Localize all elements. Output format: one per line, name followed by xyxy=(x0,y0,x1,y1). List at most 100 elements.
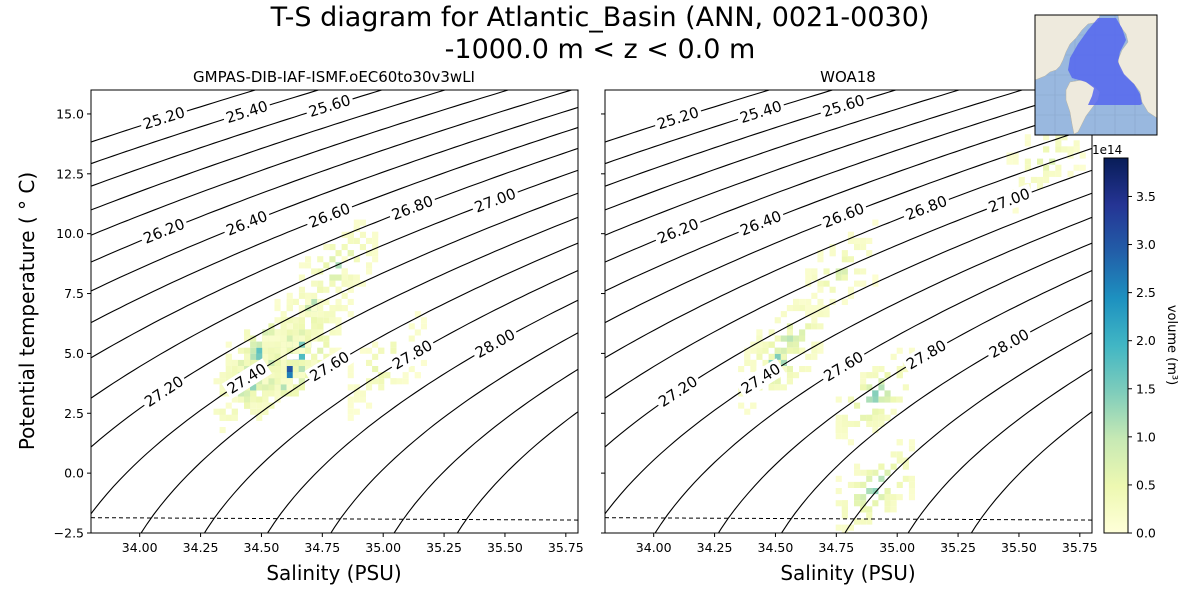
heatmap-cell xyxy=(884,390,891,397)
heatmap-cell xyxy=(359,219,366,226)
heatmap-cell xyxy=(872,500,879,507)
heatmap-cell xyxy=(219,408,226,415)
heatmap-cell xyxy=(231,414,238,421)
heatmap-cell xyxy=(1018,183,1025,190)
heatmap-cell xyxy=(823,280,830,287)
heatmap-cell xyxy=(359,231,366,238)
heatmap-cell xyxy=(268,402,275,409)
heatmap-cell xyxy=(225,353,232,360)
heatmap-cell xyxy=(286,329,293,336)
heatmap-cell xyxy=(286,347,293,354)
y-tick-label: 10.0 xyxy=(56,226,84,241)
heatmap-cell xyxy=(884,500,891,507)
heatmap-cell xyxy=(896,366,903,373)
heatmap-cell xyxy=(347,396,354,403)
left-plot-frame xyxy=(90,89,579,534)
heatmap-cell xyxy=(305,292,312,299)
x-tick-label: 35.00 xyxy=(879,540,915,555)
heatmap-cell xyxy=(280,317,287,324)
contour-label-bg xyxy=(900,190,953,225)
heatmap-cell xyxy=(835,268,842,275)
heatmap-cell xyxy=(1006,158,1013,165)
heatmap-cell xyxy=(1043,134,1050,141)
heatmap-cell xyxy=(774,378,781,385)
heatmap-cell xyxy=(908,481,915,488)
heatmap-cell xyxy=(231,396,238,403)
heatmap-cell xyxy=(793,298,800,305)
contour-label-bg xyxy=(735,96,787,128)
heatmap-cell xyxy=(231,366,238,373)
heatmap-cell xyxy=(841,256,848,263)
contour-label: 27.60 xyxy=(821,348,867,386)
heatmap-cell xyxy=(872,274,879,281)
heatmap-cell xyxy=(866,396,873,403)
freezing-line xyxy=(605,517,1092,521)
density-contour-line xyxy=(970,411,1092,533)
left-xlabel: Salinity (PSU) xyxy=(266,561,401,585)
heatmap-cell xyxy=(262,329,269,336)
heatmap-cell xyxy=(256,408,263,415)
heatmap-cell xyxy=(298,262,305,269)
heatmap-cell xyxy=(1055,170,1062,177)
colorbar-gradient xyxy=(1103,157,1129,534)
heatmap-cell xyxy=(359,280,366,287)
heatmap-cell xyxy=(756,329,763,336)
heatmap-cell xyxy=(372,231,379,238)
heatmap-cell xyxy=(280,372,287,379)
heatmap-cell xyxy=(262,402,269,409)
density-contour-line xyxy=(605,90,961,211)
heatmap-cell xyxy=(854,244,861,251)
heatmap-cell xyxy=(854,268,861,275)
heatmap-cell xyxy=(908,347,915,354)
heatmap-cell xyxy=(390,378,397,385)
heatmap-cell xyxy=(872,219,879,226)
heatmap-cell xyxy=(805,305,812,312)
heatmap-cell xyxy=(890,451,897,458)
heatmap-cell xyxy=(829,286,836,293)
heatmap-cell xyxy=(750,402,757,409)
heatmap-cell xyxy=(878,494,885,501)
heatmap-cell xyxy=(1018,176,1025,183)
heatmap-cell xyxy=(1012,207,1019,214)
heatmap-cell xyxy=(829,298,836,305)
heatmap-cell xyxy=(244,390,251,397)
heatmap-cell xyxy=(317,347,324,354)
heatmap-cell xyxy=(744,347,751,354)
heatmap-cell xyxy=(768,341,775,348)
density-contour-line xyxy=(605,90,835,165)
heatmap-cell xyxy=(823,305,830,312)
heatmap-cell xyxy=(250,402,257,409)
heatmap-cell xyxy=(256,384,263,391)
heatmap-cell xyxy=(866,250,873,257)
heatmap-cell xyxy=(854,237,861,244)
right-axis-ticks: 34.00 34.25 34.50 34.75 35.00 35.25 35.50 35.75 xyxy=(601,113,1098,555)
heatmap-cell xyxy=(274,305,281,312)
density-contour-line xyxy=(717,269,1092,533)
heatmap-cell xyxy=(854,280,861,287)
heatmap-cell xyxy=(872,280,879,287)
heatmap-cell xyxy=(372,256,379,263)
heatmap-cell xyxy=(1043,164,1050,171)
heatmap-cell xyxy=(835,427,842,434)
heatmap-cell xyxy=(274,335,281,342)
heatmap-cell xyxy=(378,372,385,379)
inset-land-north-america xyxy=(1034,14,1101,81)
heatmap-cell xyxy=(250,335,257,342)
heatmap-cell xyxy=(1024,164,1031,171)
heatmap-cell xyxy=(311,268,318,275)
heatmap-cell xyxy=(1024,134,1031,141)
heatmap-cell xyxy=(280,353,287,360)
heatmap-cell xyxy=(280,335,287,342)
heatmap-cell xyxy=(774,384,781,391)
heatmap-cell xyxy=(902,463,909,470)
heatmap-cell xyxy=(244,402,251,409)
heatmap-cell xyxy=(366,402,373,409)
heatmap-cell xyxy=(823,268,830,275)
heatmap-cell xyxy=(854,420,861,427)
heatmap-cell xyxy=(829,244,836,251)
heatmap-cell xyxy=(280,366,287,373)
heatmap-cell xyxy=(341,256,348,263)
heatmap-cell xyxy=(841,420,848,427)
heatmap-cell xyxy=(378,384,385,391)
heatmap-cell xyxy=(268,323,275,330)
